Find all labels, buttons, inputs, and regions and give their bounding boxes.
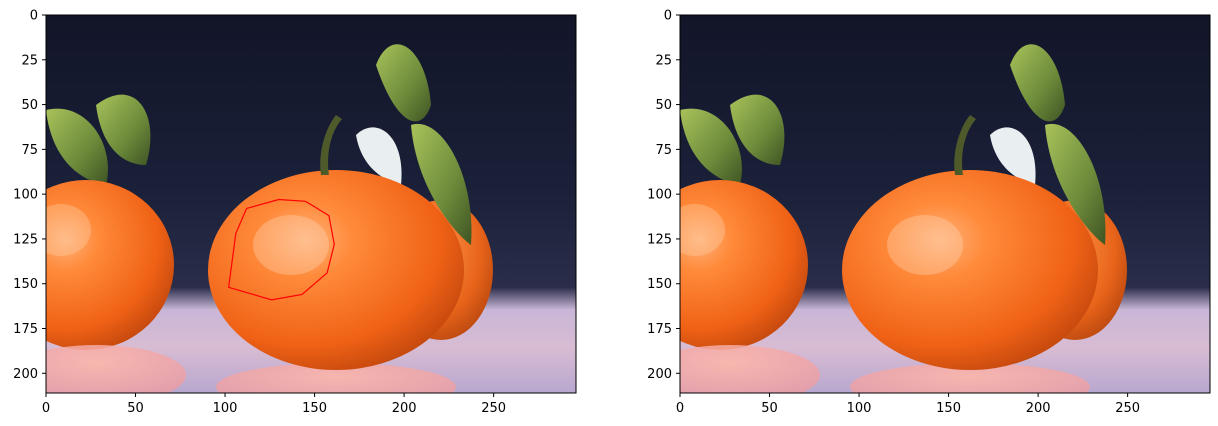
y-axis-ticks: 0 25 50 75 100 125 150 175 200 bbox=[13, 9, 46, 382]
y-tick-label: 25 bbox=[655, 53, 672, 68]
y-tick-label: 175 bbox=[647, 322, 672, 337]
y-tick-label: 50 bbox=[655, 98, 672, 113]
y-tick-label: 0 bbox=[664, 9, 672, 24]
y-tick-label: 150 bbox=[647, 277, 672, 292]
y-tick-label: 125 bbox=[13, 232, 38, 247]
x-tick-label: 50 bbox=[127, 401, 144, 416]
y-tick-label: 75 bbox=[655, 143, 672, 158]
x-tick-label: 0 bbox=[42, 401, 50, 416]
x-tick-label: 200 bbox=[392, 401, 417, 416]
x-tick-label: 250 bbox=[481, 401, 506, 416]
y-tick-label: 200 bbox=[13, 367, 38, 382]
x-axis-ticks: 0 50 100 150 200 250 bbox=[42, 393, 506, 416]
y-tick-label: 150 bbox=[13, 277, 38, 292]
left-image-panel: 0 50 100 150 200 250 0 25 50 75 100 125 150 175 200 bbox=[13, 9, 577, 416]
x-tick-label: 100 bbox=[213, 401, 238, 416]
y-tick-label: 50 bbox=[21, 98, 38, 113]
y-tick-label: 25 bbox=[21, 53, 38, 68]
y-tick-label: 125 bbox=[647, 232, 672, 247]
x-tick-label: 150 bbox=[302, 401, 327, 416]
y-tick-label: 175 bbox=[13, 322, 38, 337]
region-outline-polygon bbox=[227, 198, 335, 301]
x-axis-ticks: 0 50 100 150 200 250 bbox=[676, 393, 1140, 416]
x-tick-label: 250 bbox=[1115, 401, 1140, 416]
x-tick-label: 50 bbox=[761, 401, 778, 416]
y-tick-label: 200 bbox=[647, 367, 672, 382]
region-outline bbox=[227, 198, 335, 301]
y-tick-label: 100 bbox=[13, 188, 38, 203]
right-image-panel: 0 50 100 150 200 250 0 25 50 75 100 125 150 175 200 bbox=[647, 9, 1211, 416]
y-tick-label: 100 bbox=[647, 188, 672, 203]
x-tick-label: 200 bbox=[1026, 401, 1051, 416]
y-tick-label: 75 bbox=[21, 143, 38, 158]
x-tick-label: 100 bbox=[847, 401, 872, 416]
x-tick-label: 0 bbox=[676, 401, 684, 416]
x-tick-label: 150 bbox=[936, 401, 961, 416]
y-tick-label: 0 bbox=[30, 9, 38, 24]
y-axis-ticks: 0 25 50 75 100 125 150 175 200 bbox=[647, 9, 680, 382]
